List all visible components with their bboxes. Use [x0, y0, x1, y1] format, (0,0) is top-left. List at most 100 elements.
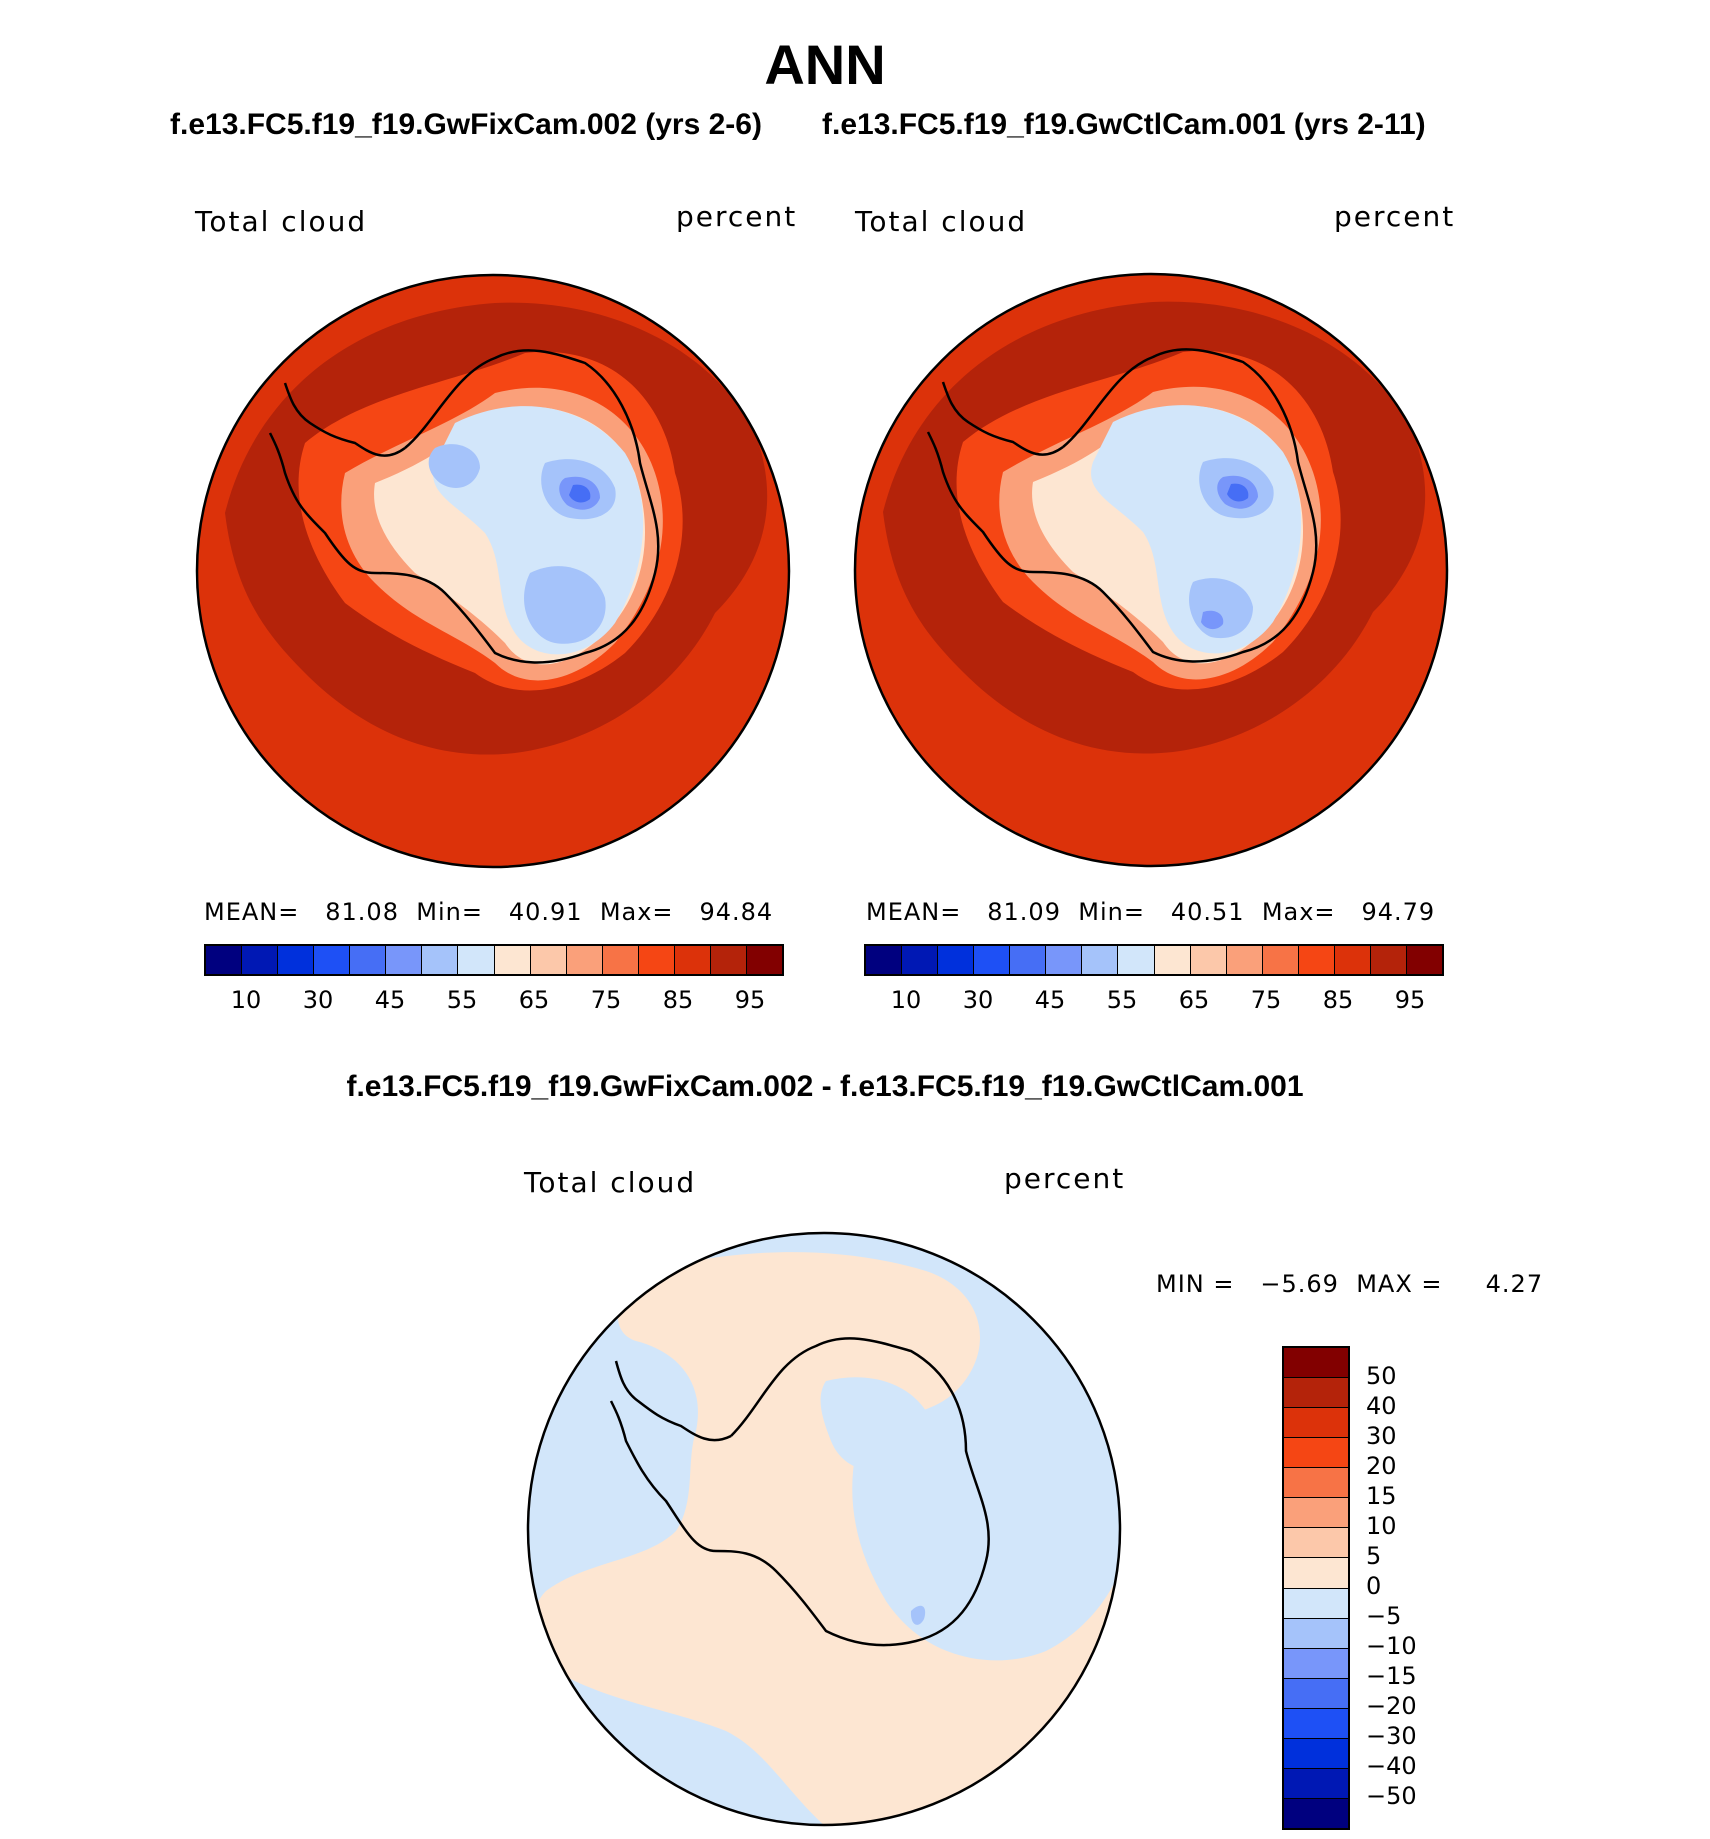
colorbar-swatch [710, 946, 747, 974]
colorbar-swatch [206, 946, 243, 974]
colorbar-swatch [494, 946, 531, 974]
colorbar-swatch [674, 946, 711, 974]
right-colorbar-ticks: 10 30 45 55 65 75 85 95 [864, 986, 1444, 1016]
tick: 20 [1366, 1452, 1397, 1480]
tick: 85 [662, 986, 694, 1014]
colorbar-swatch [1284, 1528, 1348, 1559]
diff-title: f.e13.FC5.f19_f19.GwFixCam.002 - f.e13.F… [346, 1070, 1304, 1103]
tick: 10 [890, 986, 922, 1014]
peninsula-coast [941, 381, 1064, 456]
map-border [195, 273, 791, 869]
colorbar-swatch [1284, 1738, 1348, 1769]
land-mid-3 [428, 444, 480, 488]
colorbar-swatch [242, 946, 279, 974]
tick: 65 [1178, 986, 1210, 1014]
colorbar-swatch [1298, 946, 1335, 974]
colorbar-swatch [1370, 946, 1407, 974]
tick: 15 [1366, 1482, 1397, 1510]
tick: 45 [374, 986, 406, 1014]
tick: 95 [734, 986, 766, 1014]
colorbar-swatch [530, 946, 567, 974]
land-lowest [1227, 483, 1249, 502]
diff-positive-region-2 [720, 1459, 838, 1611]
right-stats: MEAN= 81.09 Min= 40.51 Max= 94.79 [866, 898, 1436, 926]
land-mid-2 [524, 566, 606, 644]
colorbar-swatch [1284, 1648, 1348, 1679]
colorbar-swatch [386, 946, 423, 974]
colorbar-swatch [1284, 1498, 1348, 1529]
colorbar-swatch [566, 946, 603, 974]
right-units: percent [1334, 200, 1456, 233]
tick: 65 [518, 986, 550, 1014]
tick: −5 [1366, 1602, 1402, 1630]
diff-negative-island-2 [910, 1605, 926, 1625]
colorbar-swatch [1046, 946, 1083, 974]
tick: 30 [302, 986, 334, 1014]
colorbar-swatch [1284, 1558, 1348, 1589]
colorbar-swatch [1284, 1678, 1348, 1709]
colorbar-swatch [1262, 946, 1299, 974]
colorbar-swatch [1284, 1768, 1348, 1799]
colorbar-swatch [902, 946, 939, 974]
colorbar-swatch [1118, 946, 1155, 974]
tick: 55 [446, 986, 478, 1014]
coastline [926, 348, 1318, 663]
colorbar-swatch [974, 946, 1011, 974]
map-border [853, 272, 1449, 868]
colorbar-swatch [1226, 946, 1263, 974]
tick: −50 [1366, 1782, 1417, 1810]
colorbar-swatch [422, 946, 459, 974]
tick: 10 [1366, 1512, 1397, 1540]
diff-units: percent [1004, 1162, 1126, 1195]
colorbar-swatch [350, 946, 387, 974]
colorbar-swatch [866, 946, 903, 974]
colorbar-swatch [1284, 1588, 1348, 1619]
colorbar-swatch [1284, 1618, 1348, 1649]
left-map [195, 273, 791, 869]
tick: −15 [1366, 1662, 1417, 1690]
tick: 10 [230, 986, 262, 1014]
colorbar-swatch [1154, 946, 1191, 974]
left-case-title: f.e13.FC5.f19_f19.GwFixCam.002 (yrs 2-6) [170, 108, 762, 141]
tick: 85 [1322, 986, 1354, 1014]
colorbar-swatch [1284, 1798, 1348, 1828]
tick: 5 [1366, 1542, 1382, 1570]
colorbar-swatch [938, 946, 975, 974]
colorbar-swatch [278, 946, 315, 974]
main-title: ANN [764, 33, 886, 96]
colorbar-swatch [1284, 1438, 1348, 1469]
coastline [609, 1337, 990, 1647]
left-stats: MEAN= 81.08 Min= 40.91 Max= 94.84 [204, 898, 774, 926]
colorbar-swatch [458, 946, 495, 974]
tick: 30 [962, 986, 994, 1014]
colorbar-swatch [1082, 946, 1119, 974]
tick: 0 [1366, 1572, 1382, 1600]
tick: 50 [1366, 1362, 1397, 1390]
colorbar-swatch [1010, 946, 1047, 974]
colorbar-swatch [1284, 1348, 1348, 1379]
colorbar-swatch [1284, 1378, 1348, 1409]
tick: −10 [1366, 1632, 1417, 1660]
tick: 75 [1250, 986, 1282, 1014]
left-colorbar-ticks: 10 30 45 55 65 75 85 95 [204, 986, 784, 1016]
right-map [853, 272, 1449, 868]
colorbar-swatch [1406, 946, 1442, 974]
land-low-2 [1201, 610, 1224, 630]
colorbar-swatch [1334, 946, 1371, 974]
diff-colorbar-ticks: 50 40 30 20 15 10 5 0 −5 −10 −15 −20 −30… [1366, 1346, 1446, 1830]
tick: −30 [1366, 1722, 1417, 1750]
tick: 40 [1366, 1392, 1397, 1420]
map-border [526, 1231, 1122, 1827]
peninsula-coast [614, 1360, 732, 1442]
tick: 45 [1034, 986, 1066, 1014]
diff-map [526, 1231, 1122, 1827]
right-colorbar [864, 944, 1444, 976]
colorbar-swatch [746, 946, 782, 974]
peninsula-coast [283, 382, 406, 457]
colorbar-swatch [1284, 1708, 1348, 1739]
tick: −20 [1366, 1692, 1417, 1720]
tick: 55 [1106, 986, 1138, 1014]
colorbar-swatch [1284, 1408, 1348, 1439]
coastline [268, 349, 660, 664]
left-field-label: Total cloud [195, 205, 368, 238]
